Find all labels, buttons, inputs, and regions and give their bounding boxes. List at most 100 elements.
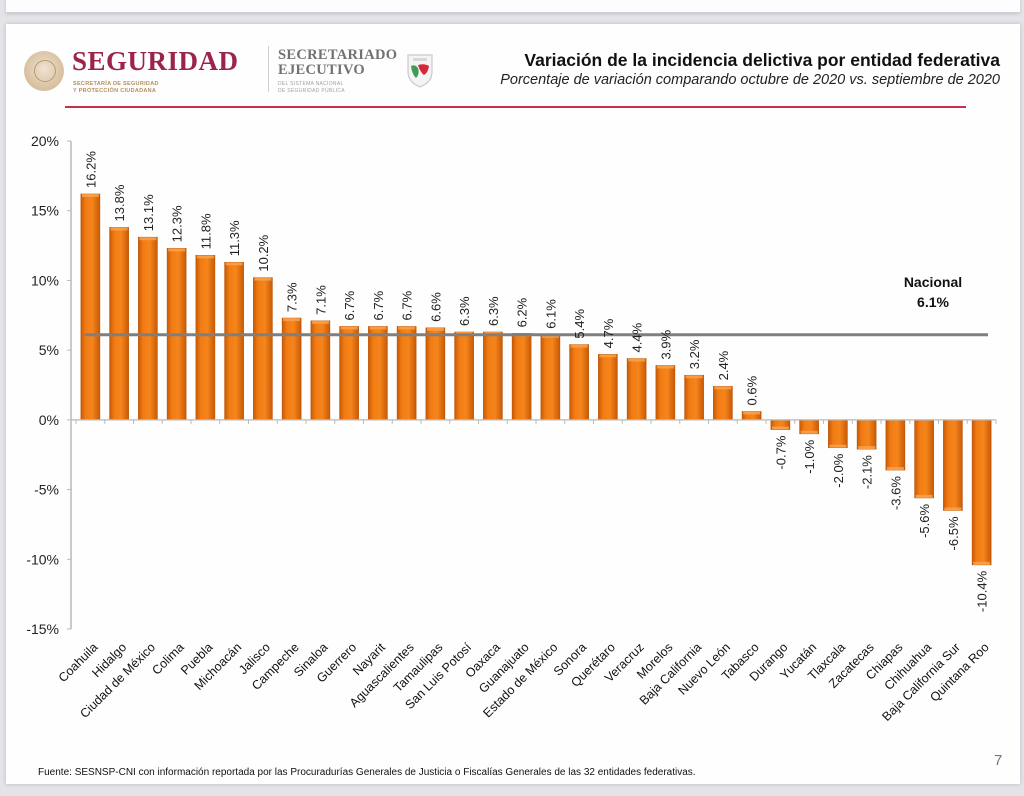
y-tick-label: 20% — [31, 133, 59, 149]
data-label: 10.2% — [256, 234, 271, 271]
source-footnote: Fuente: SESNSP-CNI con información repor… — [38, 767, 696, 778]
data-label: 5.4% — [572, 308, 587, 338]
data-label: 4.7% — [601, 318, 616, 348]
bar — [138, 236, 158, 421]
data-label: -2.0% — [831, 453, 846, 487]
page-number: 7 — [994, 752, 1003, 769]
y-axis: 20% 15% 10% 5% 0% -5% -10% -15% — [26, 133, 72, 637]
data-label: -5.6% — [917, 504, 932, 538]
category-label: Coahuila — [56, 640, 101, 685]
data-label: 13.1% — [141, 194, 156, 231]
bar-highlight — [110, 227, 128, 231]
bar — [540, 334, 561, 421]
secretariat-subtitle: DEL SISTEMA NACIONAL DE SEGURIDAD PÚBLIC… — [278, 81, 345, 95]
bar — [569, 344, 589, 421]
agency-name: SEGURIDAD — [72, 46, 239, 76]
bar — [339, 326, 359, 421]
y-tick-label: -5% — [34, 482, 59, 498]
bar-highlight — [168, 248, 186, 252]
bar-highlight — [628, 358, 646, 362]
data-label: -2.1% — [860, 455, 875, 489]
agency-subtitle-line1: SECRETARÍA DE SEGURIDAD — [73, 81, 159, 87]
data-label: 6.7% — [400, 290, 415, 320]
bar-highlight — [743, 411, 761, 415]
bar-highlight — [426, 327, 444, 331]
secretariat-name-line1: SECRETARIADO — [278, 47, 398, 63]
y-tick-label: 0% — [39, 412, 59, 428]
bar — [655, 365, 676, 421]
national-label: Nacional — [904, 274, 962, 290]
bar-highlight — [283, 318, 301, 322]
slide: SEGURIDAD SECRETARÍA DE SEGURIDAD Y PROT… — [6, 24, 1020, 784]
data-label: 6.1% — [543, 299, 558, 329]
data-label: 12.3% — [170, 205, 185, 242]
bar-highlight — [81, 193, 99, 197]
bar-highlight — [196, 255, 214, 259]
bar — [828, 419, 848, 449]
data-label: 2.4% — [716, 350, 731, 380]
logo-divider — [268, 46, 269, 92]
bar — [454, 331, 474, 421]
bar — [626, 358, 647, 421]
previous-slide-edge — [6, 0, 1020, 13]
data-label: -6.5% — [946, 516, 961, 550]
slide-header: SEGURIDAD SECRETARÍA DE SEGURIDAD Y PROT… — [6, 24, 1020, 114]
secretariat-name: SECRETARIADO EJECUTIVO — [278, 48, 397, 78]
bar-highlight — [570, 344, 588, 348]
y-tick-label: 10% — [31, 272, 59, 288]
data-label: 0.6% — [745, 375, 760, 405]
bar — [224, 262, 244, 421]
y-tick-label: 15% — [31, 203, 59, 219]
bar-highlight — [599, 354, 617, 358]
bar-highlight — [656, 365, 674, 369]
bar — [396, 326, 417, 421]
bar — [856, 419, 877, 450]
national-value-label: 6.1% — [917, 294, 949, 310]
bar — [109, 227, 129, 421]
data-label: 6.2% — [515, 297, 530, 327]
bar-highlight — [685, 375, 703, 379]
data-label: 16.2% — [83, 151, 98, 188]
bar — [425, 327, 446, 421]
data-labels: 16.2% 13.8% 13.1% 12.3% 11.8% 11.3% 10.2% 7.3% 7… — [83, 151, 989, 612]
bar-highlight — [714, 386, 732, 390]
bar — [684, 374, 704, 421]
bar-highlight — [398, 326, 416, 330]
secretariat-subtitle-line1: DEL SISTEMA NACIONAL — [278, 81, 344, 87]
bar-highlight — [858, 446, 876, 450]
data-label: 6.7% — [342, 290, 357, 320]
chart-title: Variación de la incidencia delictiva por… — [524, 50, 1000, 70]
bar — [598, 354, 618, 421]
bar-chart: 20% 15% 10% 5% 0% -5% -10% -15% Nacional 6.1% 16… — [26, 133, 997, 724]
bar-highlight — [944, 507, 962, 511]
bar-highlight — [771, 426, 789, 430]
bar — [368, 326, 388, 421]
bar — [80, 193, 101, 421]
sesnsp-shield-icon — [407, 54, 433, 88]
data-label: 6.7% — [371, 290, 386, 320]
bar-highlight — [829, 444, 847, 448]
data-label: -0.7% — [773, 435, 788, 469]
bar-highlight — [225, 262, 243, 266]
data-label: 6.6% — [428, 292, 443, 322]
bar-highlight — [800, 430, 818, 434]
y-tick-label: -15% — [26, 621, 59, 637]
secretariat-name-line2: EJECUTIVO — [278, 62, 366, 78]
bar — [253, 277, 273, 421]
bar — [943, 419, 963, 511]
header-rule — [65, 106, 966, 108]
data-label: 11.8% — [198, 213, 213, 249]
data-label: 3.9% — [658, 329, 673, 359]
data-label: 6.3% — [486, 296, 501, 326]
data-label: 6.3% — [457, 296, 472, 326]
bar — [713, 386, 733, 421]
bar — [914, 419, 934, 499]
data-label: 11.3% — [227, 220, 242, 256]
agency-subtitle-line2: Y PROTECCIÓN CIUDADANA — [73, 88, 157, 94]
data-label: -1.0% — [802, 439, 817, 473]
bar-highlight — [254, 277, 272, 281]
bar — [483, 331, 503, 421]
bar-highlight — [886, 467, 904, 471]
bar — [195, 255, 216, 421]
